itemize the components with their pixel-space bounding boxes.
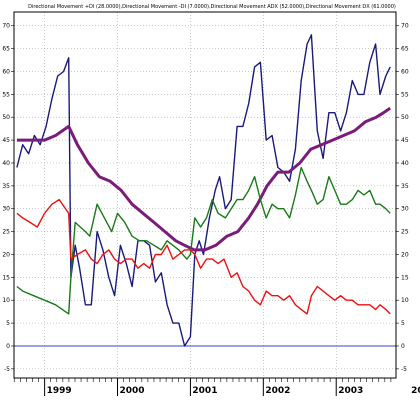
x-year-label: 2004 — [411, 386, 420, 396]
y-tick-label-left: 20 — [2, 251, 10, 258]
y-tick-label-right: 60 — [401, 68, 409, 75]
y-tick-label-left: 65 — [2, 46, 10, 53]
y-tick-label-right: 15 — [401, 274, 409, 281]
y-tick-label-right: 0 — [401, 343, 405, 350]
y-tick-label-left: 5 — [6, 320, 10, 327]
y-tick-label-left: -5 — [4, 366, 10, 373]
y-tick-label-right: -5 — [401, 366, 407, 373]
plot-frame — [13, 11, 397, 379]
y-tick-label-right: 65 — [401, 46, 409, 53]
y-tick-label-left: 55 — [2, 91, 10, 98]
x-axis: 1999 2000 2001 2002 2003 2004 — [13, 378, 420, 396]
y-tick-label-left: 10 — [2, 297, 10, 304]
x-year-label: 2003 — [338, 386, 363, 396]
y-tick-label-right: 45 — [401, 137, 409, 144]
y-tick-label-left: 70 — [2, 23, 10, 30]
y-tick-label-right: 70 — [401, 23, 409, 30]
y-axis-left: -5 0 5 10 15 20 25 30 35 40 45 50 55 60 65 70 — [2, 23, 14, 373]
series-line-blue — [16, 34, 391, 347]
y-tick-label-left: 30 — [2, 206, 10, 213]
y-axis-right: -5 0 5 10 15 20 25 30 35 40 45 50 55 60 65 70 — [396, 23, 409, 373]
x-year-label: 1999 — [47, 386, 72, 396]
series-line-purple — [16, 106, 392, 252]
y-tick-label-right: 30 — [401, 206, 409, 213]
series-lines — [16, 34, 392, 347]
y-tick-label-right: 35 — [401, 183, 409, 190]
y-tick-label-left: 60 — [2, 68, 10, 75]
y-tick-label-right: 55 — [401, 91, 409, 98]
y-tick-label-right: 50 — [401, 114, 409, 121]
y-tick-label-left: 25 — [2, 229, 10, 236]
x-year-label: 2000 — [120, 386, 145, 396]
series-line-green — [16, 166, 391, 315]
y-tick-label-right: 25 — [401, 229, 409, 236]
y-tick-label-right: 40 — [401, 160, 409, 167]
y-tick-label-left: 35 — [2, 183, 10, 190]
series-line-red — [16, 198, 391, 315]
y-tick-label-right: 10 — [401, 297, 409, 304]
x-year-label: 2002 — [265, 386, 290, 396]
y-tick-label-left: 15 — [2, 274, 10, 281]
y-tick-label-left: 40 — [2, 160, 10, 167]
y-tick-label-left: 0 — [6, 343, 10, 350]
x-year-label: 2001 — [192, 386, 217, 396]
y-tick-label-left: 45 — [2, 137, 10, 144]
y-tick-label-right: 20 — [401, 251, 409, 258]
chart-title: Directional Movement +DI (28.0000),Direc… — [28, 4, 396, 10]
y-tick-label-right: 5 — [401, 320, 405, 327]
y-tick-label-left: 50 — [2, 114, 10, 121]
